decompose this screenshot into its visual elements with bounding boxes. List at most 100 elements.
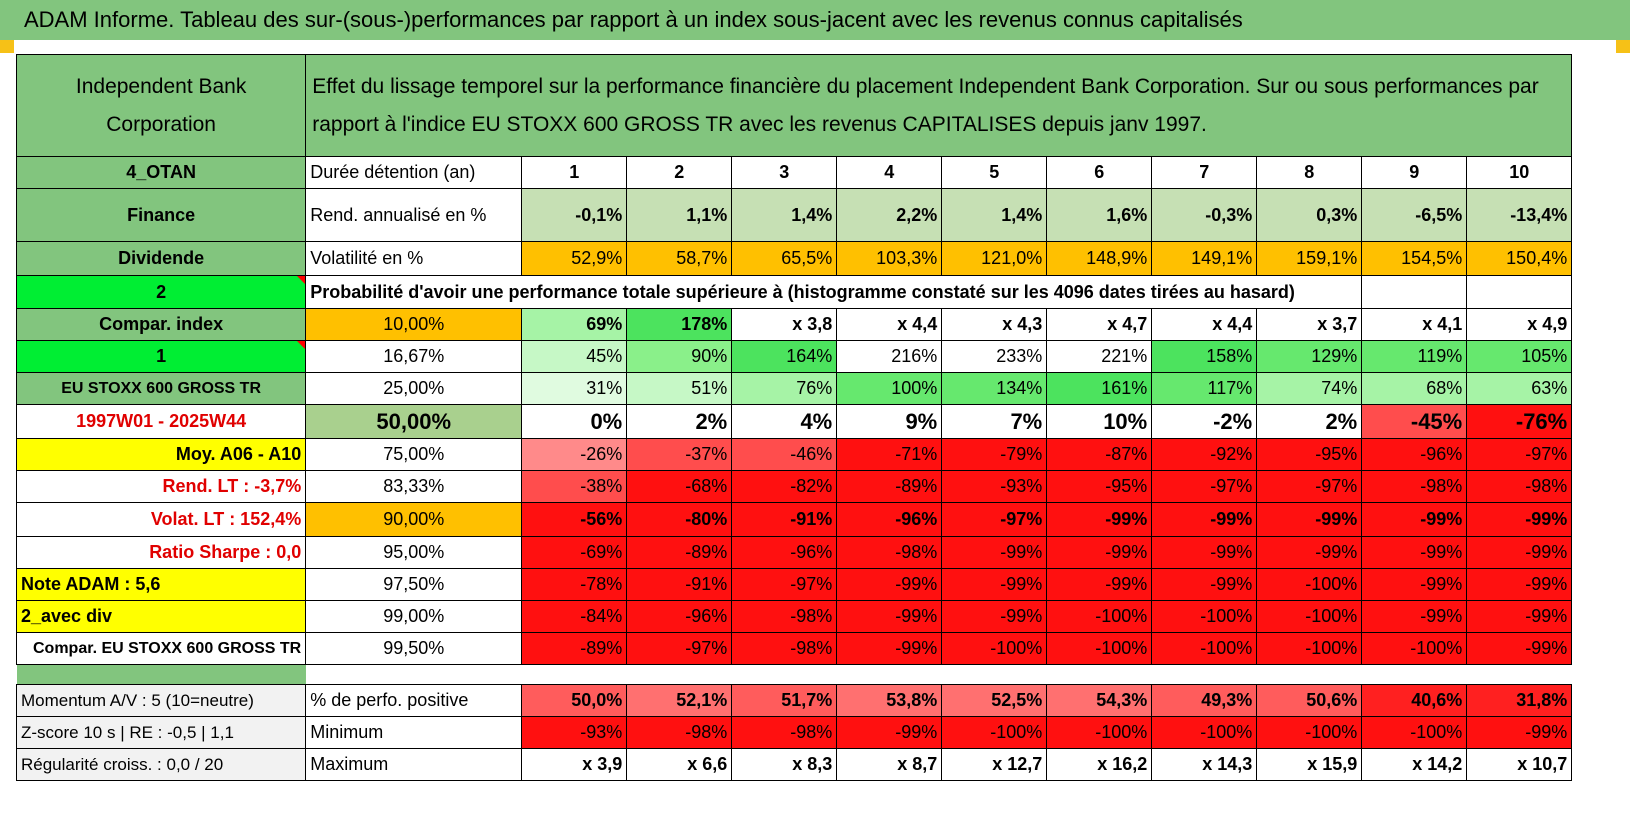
quantile-value: 7% — [941, 404, 1048, 439]
quantile-value: -79% — [941, 438, 1048, 471]
quantile-value: -99% — [941, 600, 1048, 633]
quantile-value: 2% — [626, 404, 733, 439]
quantile-value: 74% — [1256, 372, 1363, 405]
rend-value: 1,1% — [626, 188, 733, 242]
quantile-value: -93% — [941, 470, 1048, 503]
quantile-value: -91% — [626, 568, 733, 601]
quantile-label: 97,50% — [305, 568, 523, 601]
quantile-value: 158% — [1151, 340, 1258, 373]
max-value: x 14,3 — [1151, 748, 1258, 781]
quantile-value: -45% — [1361, 404, 1468, 439]
quantile-value: -87% — [1046, 438, 1153, 471]
max-value: x 14,2 — [1361, 748, 1468, 781]
index-name-cell: EU STOXX 600 GROSS TR — [15, 372, 307, 405]
pos-value: 52,1% — [626, 684, 733, 717]
empty-cell — [1466, 275, 1573, 309]
max-value: x 15,9 — [1256, 748, 1363, 781]
quantile-label: 16,67% — [305, 340, 523, 373]
quantile-value: -96% — [626, 600, 733, 633]
note-adam-cell: Note ADAM : 5,6 — [15, 568, 307, 601]
quantile-value: 221% — [1046, 340, 1153, 373]
num2-cell: 2 — [15, 275, 307, 309]
quantile-value: -98% — [731, 632, 838, 665]
quantile-value: -99% — [941, 536, 1048, 569]
quantile-value: 161% — [1046, 372, 1153, 405]
quantile-value: -26% — [521, 438, 628, 471]
pos-value: 54,3% — [1046, 684, 1153, 717]
quantile-value: -100% — [1361, 632, 1468, 665]
min-value: -93% — [521, 716, 628, 749]
quantile-value: -97% — [1256, 470, 1363, 503]
period-cell: 1997W01 - 2025W44 — [15, 404, 307, 439]
min-value: -99% — [1466, 716, 1573, 749]
max-value: x 10,7 — [1466, 748, 1573, 781]
vol-value: 103,3% — [836, 241, 943, 276]
quantile-value: 90% — [626, 340, 733, 373]
vol-value: 52,9% — [521, 241, 628, 276]
quantile-value: -100% — [1256, 568, 1363, 601]
year-header: 8 — [1256, 156, 1363, 189]
quantile-value: -97% — [941, 502, 1048, 537]
sector-cell: Finance — [15, 188, 307, 242]
quantile-label: 95,00% — [305, 536, 523, 569]
quantile-value: 76% — [731, 372, 838, 405]
quantile-label: 75,00% — [305, 438, 523, 471]
quantile-value: 134% — [941, 372, 1048, 405]
yellow-marker-right — [1616, 40, 1630, 53]
min-value: -99% — [836, 716, 943, 749]
min-value: -100% — [1256, 716, 1363, 749]
quantile-value: -99% — [1361, 568, 1468, 601]
quantile-value: x 4,9 — [1466, 308, 1573, 341]
quantile-value: -99% — [1361, 600, 1468, 633]
quantile-value: 69% — [521, 308, 628, 341]
rend-value: 2,2% — [836, 188, 943, 242]
max-value: x 3,9 — [521, 748, 628, 781]
quantile-value: -99% — [836, 600, 943, 633]
quantile-label: 10,00% — [305, 308, 523, 341]
quantile-value: -99% — [1466, 632, 1573, 665]
vol-value: 148,9% — [1046, 241, 1153, 276]
quantile-label: 50,00% — [305, 404, 523, 439]
vol-value: 58,7% — [626, 241, 733, 276]
quantile-label: 83,33% — [305, 470, 523, 503]
quantile-value: 129% — [1256, 340, 1363, 373]
quantile-value: -99% — [1361, 536, 1468, 569]
quantile-value: -100% — [1046, 632, 1153, 665]
quantile-value: -97% — [1466, 438, 1573, 471]
quantile-value: -99% — [1256, 536, 1363, 569]
compar-full-cell: Compar. EU STOXX 600 GROSS TR — [15, 632, 307, 665]
vol-label: Volatilité en % — [305, 241, 523, 276]
rend-value: -6,5% — [1361, 188, 1468, 242]
quantile-value: -69% — [521, 536, 628, 569]
description-cell: Effet du lissage temporel sur la perform… — [305, 54, 1573, 157]
quantile-value: x 3,7 — [1256, 308, 1363, 341]
separator-cell — [305, 664, 1572, 685]
min-value: -98% — [626, 716, 733, 749]
quantile-value: 0% — [521, 404, 628, 439]
quantile-value: -97% — [1151, 470, 1258, 503]
quantile-value: -99% — [1361, 502, 1468, 537]
quantile-value: 4% — [731, 404, 838, 439]
quantile-value: -99% — [1151, 536, 1258, 569]
quantile-value: -38% — [521, 470, 628, 503]
rend-value: 1,4% — [731, 188, 838, 242]
sharpe-cell: Ratio Sharpe : 0,0 — [15, 536, 307, 569]
pos-value: 49,3% — [1151, 684, 1258, 717]
quantile-value: -68% — [626, 470, 733, 503]
year-header: 4 — [836, 156, 943, 189]
quantile-value: 178% — [626, 308, 733, 341]
min-value: -100% — [941, 716, 1048, 749]
quantile-value: -46% — [731, 438, 838, 471]
pos-value: 50,0% — [521, 684, 628, 717]
quantile-value: -37% — [626, 438, 733, 471]
quantile-value: -98% — [836, 536, 943, 569]
rend-value: -0,1% — [521, 188, 628, 242]
moy-cell: Moy. A06 - A10 — [15, 438, 307, 471]
quantile-value: -89% — [626, 536, 733, 569]
vol-value: 149,1% — [1151, 241, 1258, 276]
year-header: 7 — [1151, 156, 1258, 189]
pos-value: 31,8% — [1466, 684, 1573, 717]
yellow-marker-left — [0, 40, 14, 53]
rend-value: 0,3% — [1256, 188, 1363, 242]
quantile-value: 100% — [836, 372, 943, 405]
